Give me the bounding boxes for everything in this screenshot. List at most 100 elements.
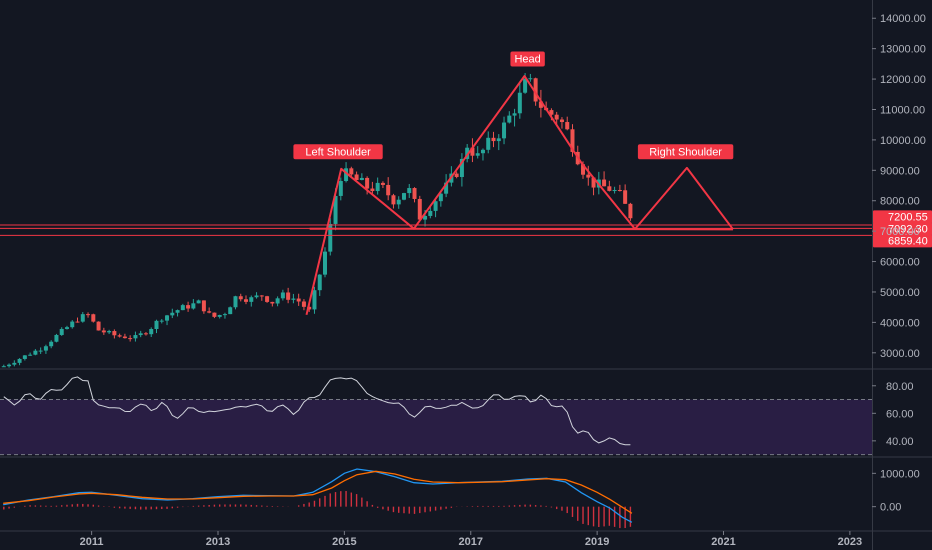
- candle-body: [307, 306, 312, 310]
- candle-body: [491, 137, 496, 142]
- candle-body: [64, 327, 69, 329]
- candle-body: [254, 295, 259, 298]
- price-candles: [1, 73, 633, 368]
- candle-body: [133, 335, 138, 339]
- candle-body: [22, 355, 27, 359]
- candle-body: [312, 290, 317, 310]
- y-tick-label: 13000.00: [880, 44, 926, 56]
- x-tick-label: 2019: [585, 536, 609, 548]
- candle-body: [138, 333, 143, 336]
- candle-body: [465, 147, 470, 159]
- candle-body: [528, 78, 533, 80]
- x-tick-label: 2023: [838, 536, 862, 548]
- candle-body: [317, 274, 322, 291]
- candle-body: [512, 113, 517, 116]
- candle-body: [428, 210, 433, 216]
- candle-body: [607, 186, 612, 191]
- y-tick-label: 6000.00: [880, 257, 920, 269]
- candle-body: [159, 320, 164, 322]
- candle-body: [54, 334, 59, 342]
- candle-body: [602, 179, 607, 187]
- candle-body: [549, 110, 554, 115]
- candle-body: [175, 310, 180, 313]
- pattern-label-box: [510, 51, 545, 67]
- candle-body: [165, 315, 170, 321]
- macd-tick-label: 1000.00: [880, 468, 920, 480]
- candle-body: [28, 354, 33, 356]
- support-price-label: 7092.30: [888, 223, 928, 235]
- candle-body: [122, 336, 127, 339]
- candle-body: [423, 215, 428, 220]
- candle-body: [565, 122, 570, 130]
- candle-body: [238, 296, 243, 300]
- y-tick-label: 10000.00: [880, 135, 926, 147]
- candle-body: [43, 346, 48, 351]
- rsi-tick-label: 60.00: [886, 408, 914, 420]
- candle-body: [459, 158, 464, 178]
- candle-body: [438, 193, 443, 202]
- candle-body: [401, 193, 406, 200]
- candle-body: [49, 341, 54, 347]
- candle-body: [275, 298, 280, 304]
- candle-body: [370, 188, 375, 192]
- candle-body: [628, 203, 633, 219]
- candle-body: [386, 184, 391, 196]
- candle-body: [201, 300, 206, 312]
- candle-body: [559, 119, 564, 123]
- candle-body: [591, 177, 596, 188]
- candle-body: [270, 301, 275, 304]
- candle-body: [407, 188, 412, 194]
- candle-body: [112, 331, 117, 336]
- candle-body: [617, 190, 622, 192]
- head-and-shoulders-pattern: [305, 75, 734, 316]
- candle-body: [186, 305, 191, 309]
- x-tick-label: 2013: [206, 536, 230, 548]
- candle-body: [217, 315, 222, 317]
- candle-body: [496, 138, 501, 142]
- candle-body: [523, 78, 528, 93]
- y-tick-label: 3000.00: [880, 348, 920, 360]
- candle-body: [433, 201, 438, 211]
- pattern-outline: [305, 75, 734, 316]
- y-tick-label: 14000.00: [880, 13, 926, 25]
- axes: 3000.00 4000.00 5000.00 6000.00 7000.00 8000.…: [80, 13, 926, 548]
- candle-body: [228, 307, 233, 315]
- y-tick-label: 8000.00: [880, 196, 920, 208]
- y-tick-label: 9000.00: [880, 165, 920, 177]
- candle-body: [80, 314, 85, 322]
- support-price-tag: [873, 210, 932, 224]
- candle-body: [322, 251, 327, 275]
- candle-body: [507, 115, 512, 123]
- candle-body: [412, 188, 417, 199]
- candle-body: [101, 330, 106, 333]
- candle-body: [380, 182, 385, 185]
- candle-body: [149, 329, 154, 335]
- y-tick-label: 7000.00: [880, 226, 920, 238]
- support-price-label: 6859.40: [888, 235, 928, 247]
- candle-body: [470, 147, 475, 156]
- candle-body: [480, 149, 485, 154]
- candle-body: [359, 177, 364, 181]
- y-tick-label: 12000.00: [880, 74, 926, 86]
- candle-body: [70, 321, 75, 328]
- candle-body: [349, 168, 354, 175]
- candle-body: [301, 301, 306, 307]
- candle-body: [344, 168, 349, 182]
- rsi-panel: 40.00 60.00 80.00: [0, 376, 914, 456]
- macd-tick-label: 0.00: [880, 502, 901, 514]
- rsi-band: [0, 399, 872, 455]
- candle-body: [12, 362, 17, 365]
- candle-body: [259, 295, 264, 297]
- candle-body: [86, 314, 91, 316]
- candle-body: [296, 298, 301, 302]
- candle-body: [96, 321, 101, 331]
- candle-body: [207, 311, 212, 313]
- y-tick-label: 11000.00: [880, 104, 925, 116]
- x-tick-label: 2021: [711, 536, 735, 548]
- candle-body: [417, 198, 422, 220]
- macd-line: [3, 470, 633, 514]
- candle-body: [128, 338, 133, 340]
- pattern-label: Right Shoulder: [649, 146, 722, 158]
